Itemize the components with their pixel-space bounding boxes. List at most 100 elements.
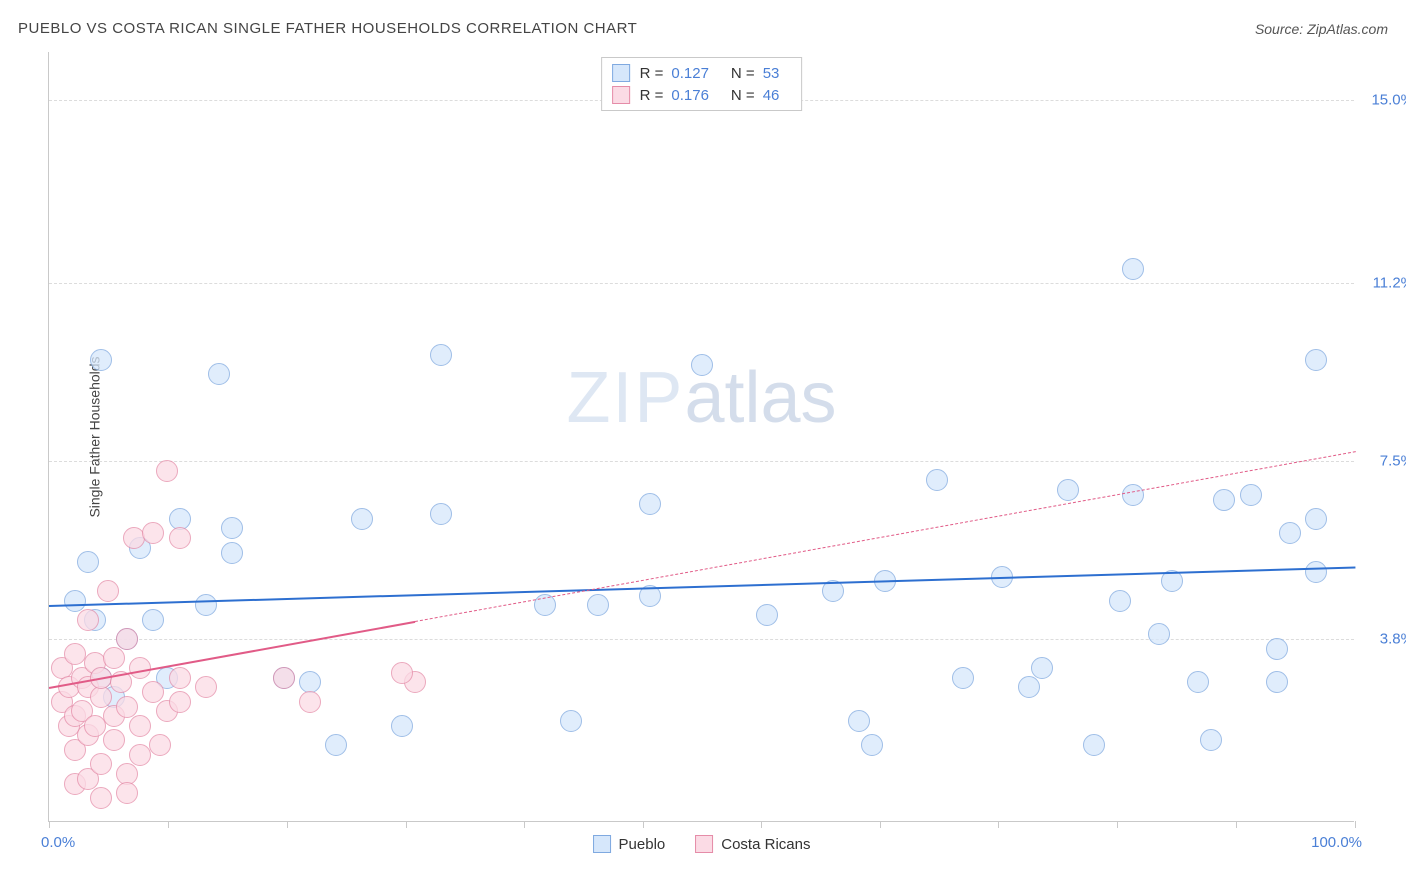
data-point <box>756 604 778 626</box>
data-point <box>926 469 948 491</box>
data-point <box>1266 638 1288 660</box>
stat-n-value: 46 <box>763 87 780 104</box>
data-point <box>1122 258 1144 280</box>
data-point <box>97 580 119 602</box>
data-point <box>1109 590 1131 612</box>
data-point <box>1122 484 1144 506</box>
data-point <box>195 594 217 616</box>
data-point <box>84 715 106 737</box>
gridline <box>49 461 1354 462</box>
trend-line <box>49 567 1355 607</box>
data-point <box>325 734 347 756</box>
data-point <box>142 522 164 544</box>
legend-label: Costa Ricans <box>721 836 810 853</box>
data-point <box>639 493 661 515</box>
data-point <box>1305 349 1327 371</box>
data-point <box>861 734 883 756</box>
stats-legend: R = 0.127 N = 53 R = 0.176 N = 46 <box>601 57 803 111</box>
data-point <box>103 647 125 669</box>
x-tick <box>49 821 50 828</box>
y-axis-title: Single Father Households <box>87 356 103 517</box>
data-point <box>1187 671 1209 693</box>
data-point <box>1083 734 1105 756</box>
data-point <box>430 344 452 366</box>
data-point <box>129 744 151 766</box>
data-point <box>116 696 138 718</box>
data-point <box>169 667 191 689</box>
y-tick-label: 7.5% <box>1359 453 1406 470</box>
stat-r-value: 0.127 <box>671 65 709 82</box>
legend-swatch <box>695 835 713 853</box>
legend-swatch <box>612 64 630 82</box>
data-point <box>123 527 145 549</box>
x-tick <box>880 821 881 828</box>
stat-r-label: R = <box>640 87 664 104</box>
data-point <box>1266 671 1288 693</box>
data-point <box>1305 508 1327 530</box>
data-point <box>1148 623 1170 645</box>
stats-legend-row: R = 0.176 N = 46 <box>612 84 792 106</box>
data-point <box>77 609 99 631</box>
data-point <box>848 710 870 732</box>
stat-n-label: N = <box>731 65 755 82</box>
x-tick <box>287 821 288 828</box>
trend-line <box>415 451 1355 622</box>
x-tick <box>1117 821 1118 828</box>
data-point <box>1279 522 1301 544</box>
x-tick <box>761 821 762 828</box>
data-point <box>195 676 217 698</box>
legend-swatch <box>593 835 611 853</box>
data-point <box>1240 484 1262 506</box>
stat-n-label: N = <box>731 87 755 104</box>
data-point <box>1305 561 1327 583</box>
x-tick <box>1236 821 1237 828</box>
data-point <box>299 691 321 713</box>
data-point <box>116 628 138 650</box>
x-tick <box>643 821 644 828</box>
y-tick-label: 11.2% <box>1359 275 1406 292</box>
data-point <box>64 590 86 612</box>
chart-title: PUEBLO VS COSTA RICAN SINGLE FATHER HOUS… <box>18 20 637 37</box>
data-point <box>691 354 713 376</box>
data-point <box>142 681 164 703</box>
data-point <box>116 782 138 804</box>
data-point <box>1057 479 1079 501</box>
data-point <box>208 363 230 385</box>
data-point <box>103 729 125 751</box>
data-point <box>1031 657 1053 679</box>
legend-item: Pueblo <box>593 835 666 853</box>
x-tick <box>524 821 525 828</box>
data-point <box>560 710 582 732</box>
data-point <box>952 667 974 689</box>
data-point <box>142 609 164 631</box>
legend-item: Costa Ricans <box>695 835 810 853</box>
data-point <box>430 503 452 525</box>
x-tick <box>406 821 407 828</box>
data-point <box>587 594 609 616</box>
legend-label: Pueblo <box>619 836 666 853</box>
data-point <box>90 787 112 809</box>
data-point <box>273 667 295 689</box>
data-point <box>221 517 243 539</box>
y-tick-label: 3.8% <box>1359 631 1406 648</box>
stat-n-value: 53 <box>763 65 780 82</box>
data-point <box>90 753 112 775</box>
data-point <box>169 527 191 549</box>
data-point <box>77 551 99 573</box>
data-point <box>391 715 413 737</box>
data-point <box>156 460 178 482</box>
data-point <box>351 508 373 530</box>
data-point <box>129 715 151 737</box>
data-point <box>169 691 191 713</box>
source-label: Source: ZipAtlas.com <box>1255 21 1388 37</box>
x-min-label: 0.0% <box>41 834 75 851</box>
scatter-plot: Single Father Households ZIPatlas R =0.1… <box>48 52 1354 822</box>
legend-swatch <box>612 86 630 104</box>
stat-r-label: R = <box>640 65 664 82</box>
data-point <box>90 686 112 708</box>
stat-r-value: 0.176 <box>671 87 709 104</box>
data-point <box>149 734 171 756</box>
data-point <box>391 662 413 684</box>
series-legend: Pueblo Costa Ricans <box>593 835 811 853</box>
data-point <box>90 349 112 371</box>
